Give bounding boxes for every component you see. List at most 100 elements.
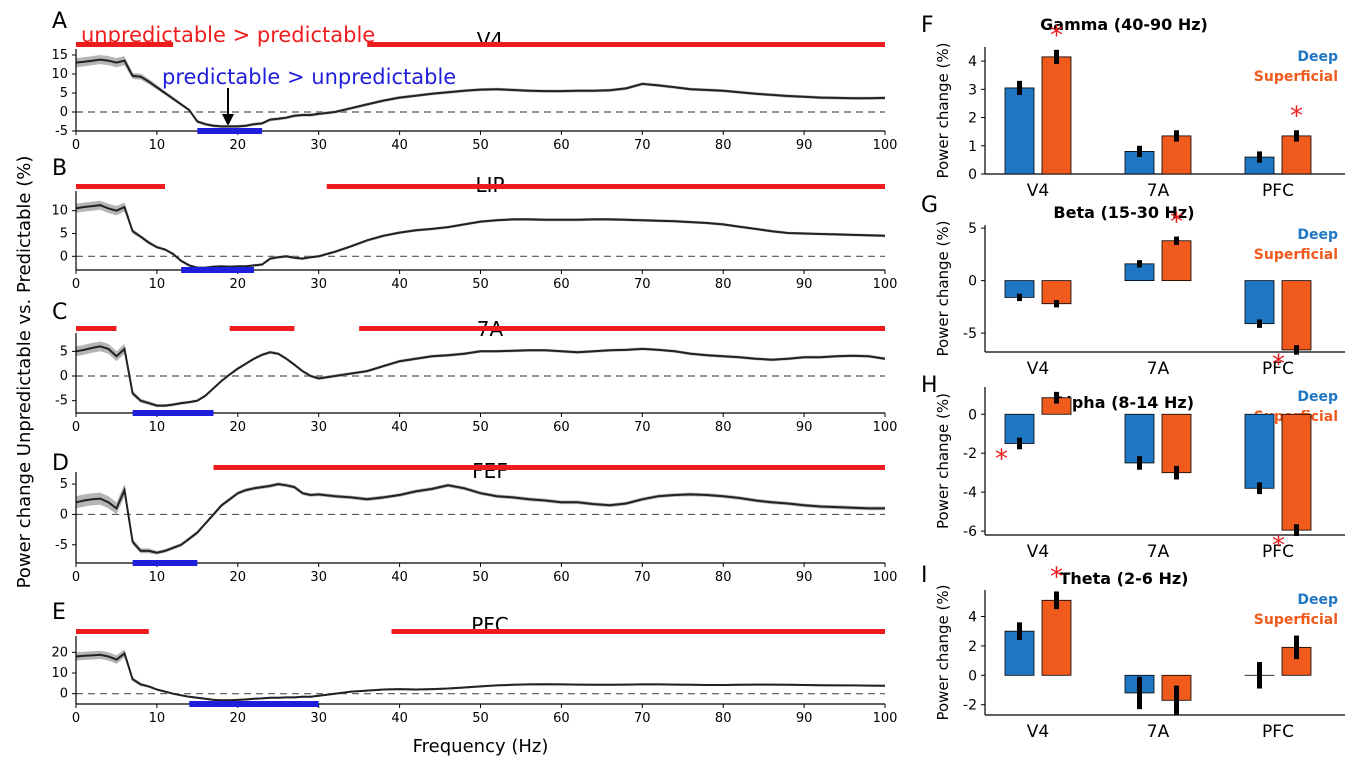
annotation-predictable: predictable > unpredictable bbox=[162, 65, 456, 89]
x-tick-label: 40 bbox=[391, 711, 408, 726]
x-tick-label: 10 bbox=[149, 420, 166, 435]
x-tick-label: 10 bbox=[149, 138, 166, 153]
x-tick-label: 90 bbox=[796, 570, 813, 585]
category-label: V4 bbox=[1027, 722, 1049, 742]
y-tick-label: 3 bbox=[968, 82, 977, 98]
bar-deep bbox=[1244, 280, 1275, 325]
x-tick-label: 80 bbox=[715, 277, 732, 292]
x-tick-label: 30 bbox=[310, 420, 327, 435]
line-panels: AV4-50510150102030405060708090100BLIP051… bbox=[51, 9, 897, 757]
bar-superficial bbox=[1161, 240, 1192, 282]
y-tick-label: -5 bbox=[963, 326, 977, 342]
x-tick-label: 60 bbox=[553, 138, 570, 153]
x-tick-label: 80 bbox=[715, 420, 732, 435]
bar-panel-f: F Gamma (40-90 Hz) Power change (%) Deep Sup… bbox=[921, 13, 1345, 201]
x-tick-label: 70 bbox=[634, 277, 651, 292]
category-label: 7A bbox=[1147, 542, 1170, 562]
x-tick-label: 40 bbox=[391, 570, 408, 585]
y-tick-label: 1 bbox=[968, 139, 977, 155]
x-tick-label: 90 bbox=[796, 277, 813, 292]
x-tick-label: 60 bbox=[553, 570, 570, 585]
y-tick-label: 15 bbox=[51, 48, 68, 63]
y-tick-label: 0 bbox=[60, 369, 68, 384]
x-tick-label: 60 bbox=[553, 711, 570, 726]
x-tick-label: 50 bbox=[472, 711, 489, 726]
category-label: 7A bbox=[1147, 181, 1170, 201]
x-tick-label: 80 bbox=[715, 711, 732, 726]
panel-label: E bbox=[52, 600, 66, 625]
x-tick-label: 60 bbox=[553, 420, 570, 435]
y-tick-label: 0 bbox=[968, 274, 977, 290]
x-tick-label: 50 bbox=[472, 138, 489, 153]
x-tick-label: 90 bbox=[796, 711, 813, 726]
line-panel-b: BLIP05100102030405060708090100 bbox=[51, 156, 897, 292]
significance-star: * bbox=[1290, 101, 1303, 131]
y-tick-label: -5 bbox=[55, 394, 68, 409]
y-axis-label: Power change (%) bbox=[934, 584, 952, 720]
panel-label: B bbox=[52, 156, 67, 181]
significance-star: * bbox=[995, 444, 1008, 474]
category-label: 7A bbox=[1147, 359, 1170, 379]
legend-superficial: Superficial bbox=[1254, 247, 1338, 263]
x-tick-label: 0 bbox=[72, 277, 80, 292]
y-tick-label: 4 bbox=[968, 54, 977, 70]
x-tick-label: 70 bbox=[634, 711, 651, 726]
x-tick-label: 20 bbox=[230, 570, 247, 585]
x-tick-label: 100 bbox=[873, 277, 898, 292]
y-tick-label: 2 bbox=[968, 111, 977, 127]
x-tick-label: 40 bbox=[391, 138, 408, 153]
y-axis-label: Power change (%) bbox=[934, 393, 952, 529]
x-axis-label: Frequency (Hz) bbox=[413, 736, 549, 757]
legend-deep: Deep bbox=[1297, 389, 1338, 405]
bar-superficial bbox=[1281, 280, 1312, 351]
sig-bar-down bbox=[181, 267, 254, 273]
x-tick-label: 50 bbox=[472, 420, 489, 435]
significance-star: * bbox=[1050, 562, 1063, 592]
panel-label: G bbox=[921, 193, 938, 218]
panel-title: Alpha (8-14 Hz) bbox=[1054, 393, 1194, 412]
sem-band bbox=[76, 200, 885, 270]
series-line bbox=[75, 651, 886, 702]
x-tick-label: 0 bbox=[72, 711, 80, 726]
legend-deep: Deep bbox=[1297, 227, 1338, 243]
sig-bar-down bbox=[189, 701, 319, 707]
bar-superficial bbox=[1041, 56, 1072, 175]
bar-superficial bbox=[1041, 599, 1072, 676]
panel-title: Gamma (40-90 Hz) bbox=[1040, 15, 1208, 34]
x-tick-label: 90 bbox=[796, 420, 813, 435]
x-tick-label: 20 bbox=[230, 711, 247, 726]
x-tick-label: 60 bbox=[553, 277, 570, 292]
series-line bbox=[75, 345, 886, 407]
x-tick-label: 10 bbox=[149, 570, 166, 585]
y-tick-label: 10 bbox=[51, 204, 68, 219]
legend-deep: Deep bbox=[1297, 592, 1338, 608]
panel-title: Beta (15-30 Hz) bbox=[1053, 203, 1194, 222]
panel-label: C bbox=[52, 300, 67, 325]
bar-deep bbox=[1004, 87, 1035, 175]
y-tick-label: 5 bbox=[60, 344, 68, 359]
sig-bar-up bbox=[76, 42, 174, 47]
x-tick-label: 20 bbox=[230, 277, 247, 292]
x-tick-label: 70 bbox=[634, 420, 651, 435]
x-tick-label: 10 bbox=[149, 711, 166, 726]
category-label: V4 bbox=[1027, 542, 1049, 562]
sig-bar-up bbox=[229, 326, 295, 331]
panel-title: V4 bbox=[477, 28, 503, 52]
sig-bar-up bbox=[76, 629, 149, 634]
y-tick-label: 20 bbox=[51, 645, 68, 660]
left-y-axis-label: Power change Unpredictable vs. Predictab… bbox=[14, 156, 35, 589]
y-tick-label: 5 bbox=[60, 227, 68, 242]
category-label: V4 bbox=[1027, 181, 1049, 201]
annotation-arrow bbox=[222, 88, 234, 126]
bar-superficial bbox=[1161, 135, 1192, 175]
series-line bbox=[75, 204, 886, 269]
y-tick-label: -4 bbox=[963, 485, 977, 501]
bar-panel-i: I Theta (2-6 Hz) Power change (%) Deep Super… bbox=[921, 562, 1345, 742]
panel-label: D bbox=[52, 451, 69, 476]
x-tick-label: 70 bbox=[634, 570, 651, 585]
x-tick-label: 30 bbox=[310, 711, 327, 726]
bar-superficial bbox=[1281, 413, 1312, 531]
line-panel-a: A V4 -5 0 5 10 15 0 10 20 30 40 50 60 70 80 90 100 bbox=[51, 9, 897, 153]
